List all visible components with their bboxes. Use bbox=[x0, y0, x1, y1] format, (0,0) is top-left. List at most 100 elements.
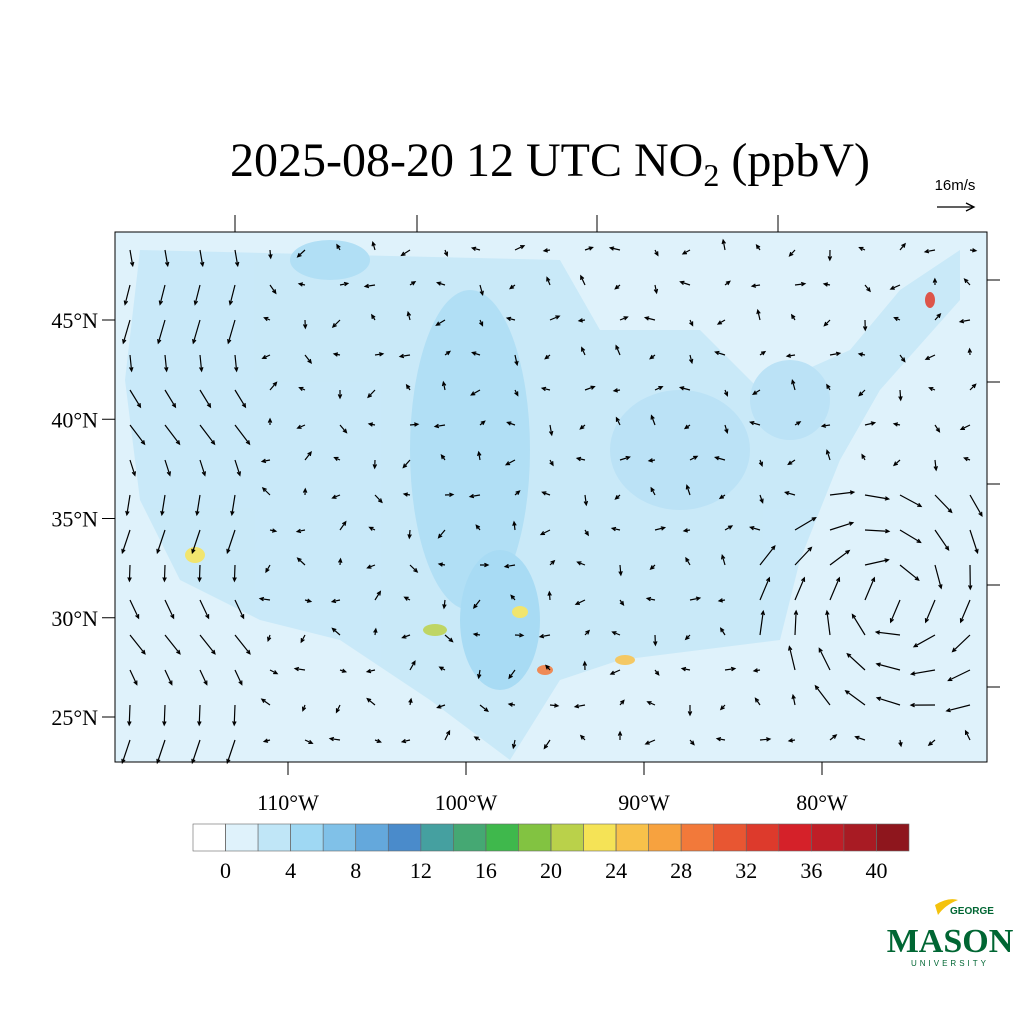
wind-arrow bbox=[549, 315, 561, 321]
wind-arrow bbox=[682, 528, 691, 533]
wind-arrow bbox=[614, 284, 621, 290]
lat-tick-label: 40°N bbox=[51, 407, 98, 432]
wind-arrow bbox=[689, 596, 702, 601]
wind-arrow bbox=[759, 544, 776, 566]
wind-arrow bbox=[129, 424, 146, 446]
wind-arrow bbox=[191, 739, 201, 765]
wind-arrow bbox=[644, 739, 656, 745]
wind-arrow bbox=[398, 353, 411, 359]
wind-arrow bbox=[864, 576, 876, 601]
wind-arrow bbox=[579, 424, 586, 430]
wind-arrow bbox=[374, 590, 382, 601]
wind-arrow bbox=[164, 634, 181, 655]
wind-arrow bbox=[615, 416, 621, 426]
wind-arrow bbox=[680, 666, 691, 672]
wind-arrow bbox=[759, 609, 766, 636]
wind-arrow bbox=[475, 524, 481, 531]
wind-arrow bbox=[959, 424, 971, 431]
wind-arrow bbox=[402, 459, 411, 469]
wind-arrow bbox=[363, 283, 376, 289]
wind-arrow bbox=[160, 494, 166, 517]
wind-arrow bbox=[226, 739, 236, 765]
wind-arrow bbox=[123, 284, 131, 306]
wind-arrow bbox=[875, 696, 901, 706]
wind-arrow bbox=[654, 386, 664, 391]
wind-arrow bbox=[293, 666, 306, 672]
wind-arrow bbox=[232, 564, 237, 583]
colorbar-box bbox=[745, 823, 780, 852]
wind-arrow bbox=[199, 249, 205, 268]
wind-arrow bbox=[408, 697, 413, 706]
wind-arrow bbox=[479, 704, 489, 713]
wind-arrow bbox=[932, 277, 938, 286]
wind-arrow bbox=[912, 634, 936, 648]
wind-arrow bbox=[829, 490, 856, 496]
wind-arrow bbox=[444, 350, 452, 356]
wind-arrow bbox=[258, 596, 271, 602]
colorbar-box bbox=[550, 823, 584, 852]
wind-arrow bbox=[479, 420, 486, 426]
wind-arrow bbox=[407, 529, 412, 540]
wind-arrow bbox=[121, 529, 131, 555]
wind-arrow bbox=[162, 564, 167, 583]
wind-arrow bbox=[509, 284, 516, 290]
wind-arrow bbox=[752, 668, 761, 673]
wind-arrow bbox=[654, 249, 659, 257]
wind-arrow bbox=[820, 423, 831, 428]
wind-arrow bbox=[267, 634, 272, 643]
wind-arrow bbox=[958, 318, 971, 324]
wind-arrow bbox=[514, 490, 521, 496]
wind-arrow bbox=[371, 313, 376, 321]
wind-arrow bbox=[301, 704, 307, 712]
wind-arrow bbox=[785, 353, 796, 358]
colorbar-tick-label: 4 bbox=[285, 858, 296, 883]
wind-arrow bbox=[759, 494, 764, 504]
wind-arrow bbox=[794, 421, 802, 426]
wind-arrow bbox=[505, 316, 516, 322]
wind-arrow bbox=[444, 492, 455, 498]
wind-arrow bbox=[199, 354, 204, 373]
wind-arrow bbox=[892, 422, 901, 427]
wind-arrow bbox=[304, 354, 313, 364]
wind-arrow bbox=[933, 459, 938, 472]
lat-tick-label: 45°N bbox=[51, 308, 98, 333]
wind-arrow bbox=[654, 669, 660, 676]
wind-arrow bbox=[612, 388, 621, 393]
axes: 25°N 30°N 35°N 40°N 45°N 110°W 100°W 90°W 80°W bbox=[51, 308, 848, 815]
wind-arrow bbox=[339, 424, 348, 434]
wind-arrow bbox=[858, 246, 866, 252]
wind-arrow bbox=[649, 354, 656, 360]
wind-arrow bbox=[164, 354, 169, 373]
wind-arrow bbox=[234, 669, 243, 686]
wind-arrow bbox=[261, 487, 271, 496]
wind-arrow bbox=[260, 698, 271, 706]
colorbar-tick-label: 28 bbox=[670, 858, 692, 883]
wind-arrow bbox=[199, 669, 208, 686]
wind-arrow bbox=[718, 494, 726, 500]
wind-arrow bbox=[650, 486, 656, 496]
colorbar-box bbox=[778, 823, 812, 852]
wind-arrow bbox=[433, 423, 446, 429]
wind-arrow bbox=[794, 576, 806, 601]
wind-arrow bbox=[643, 316, 656, 321]
wind-arrow bbox=[195, 494, 201, 517]
wind-arrow bbox=[889, 284, 901, 290]
wind-arrow bbox=[899, 494, 923, 508]
wind-arrow bbox=[374, 352, 385, 357]
wind-arrow bbox=[724, 280, 731, 286]
wind-arrow bbox=[473, 736, 481, 741]
wind-arrow bbox=[851, 613, 866, 636]
wind-arrow bbox=[689, 319, 694, 327]
wind-arrow bbox=[296, 249, 306, 258]
wind-arrow bbox=[400, 249, 411, 257]
colorbar-tick-label: 36 bbox=[800, 858, 822, 883]
wind-arrow bbox=[226, 529, 236, 555]
wind-arrow bbox=[945, 704, 971, 713]
wind-arrow bbox=[437, 529, 446, 539]
wind-arrow bbox=[864, 558, 890, 566]
colorbar-box bbox=[583, 823, 617, 852]
wind-arrow bbox=[514, 354, 519, 367]
wind-arrow bbox=[689, 739, 695, 746]
wind-arrow bbox=[164, 389, 177, 409]
wind-arrow bbox=[653, 284, 659, 295]
